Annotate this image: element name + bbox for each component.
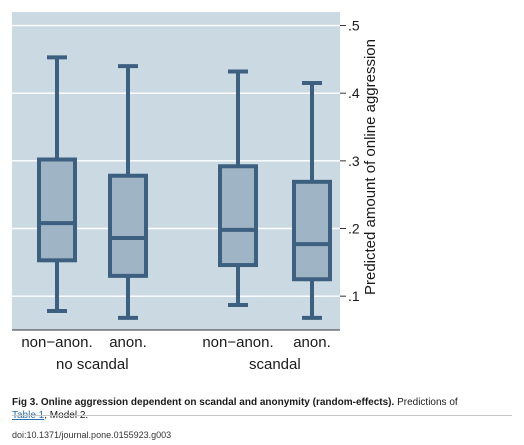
y-tick-label: .5 — [348, 18, 360, 34]
group-label-scandal: scandal — [249, 356, 301, 373]
doi-text: doi:10.1371/journal.pone.0155923.g003 — [12, 430, 172, 440]
figure-panel: .1 .2 .3 .4 .5 non−anon. anon. non−anon. anon. Pr… — [12, 12, 379, 373]
x-tick-label: anon. — [293, 334, 331, 351]
x-tick-label: non−anon. — [202, 334, 273, 351]
caption-text: Predictions of — [397, 397, 458, 408]
caption-divider — [12, 415, 512, 416]
x-tick-label: non−anon. — [21, 334, 92, 351]
group-label-no-scandal: no scandal — [56, 356, 129, 373]
box — [37, 157, 77, 263]
box — [108, 173, 148, 278]
box — [292, 179, 332, 282]
y-axis-title: Predicted amount of online aggression — [362, 39, 379, 295]
caption-fig-label: Fig 3. — [12, 397, 39, 408]
x-tick-label: anon. — [109, 334, 147, 351]
y-tick-label: .2 — [348, 221, 360, 237]
caption-title: Online aggression dependent on scandal a… — [40, 397, 395, 408]
y-tick-label: .1 — [348, 288, 360, 304]
box-plot: .1 .2 .3 .4 .5 non−anon. anon. non−anon. anon. Pr… — [12, 12, 379, 351]
y-tick-label: .3 — [348, 153, 360, 169]
box — [218, 164, 258, 268]
y-tick-label: .4 — [348, 85, 360, 101]
figure-caption: Fig 3. Online aggression dependent on sc… — [12, 396, 512, 422]
